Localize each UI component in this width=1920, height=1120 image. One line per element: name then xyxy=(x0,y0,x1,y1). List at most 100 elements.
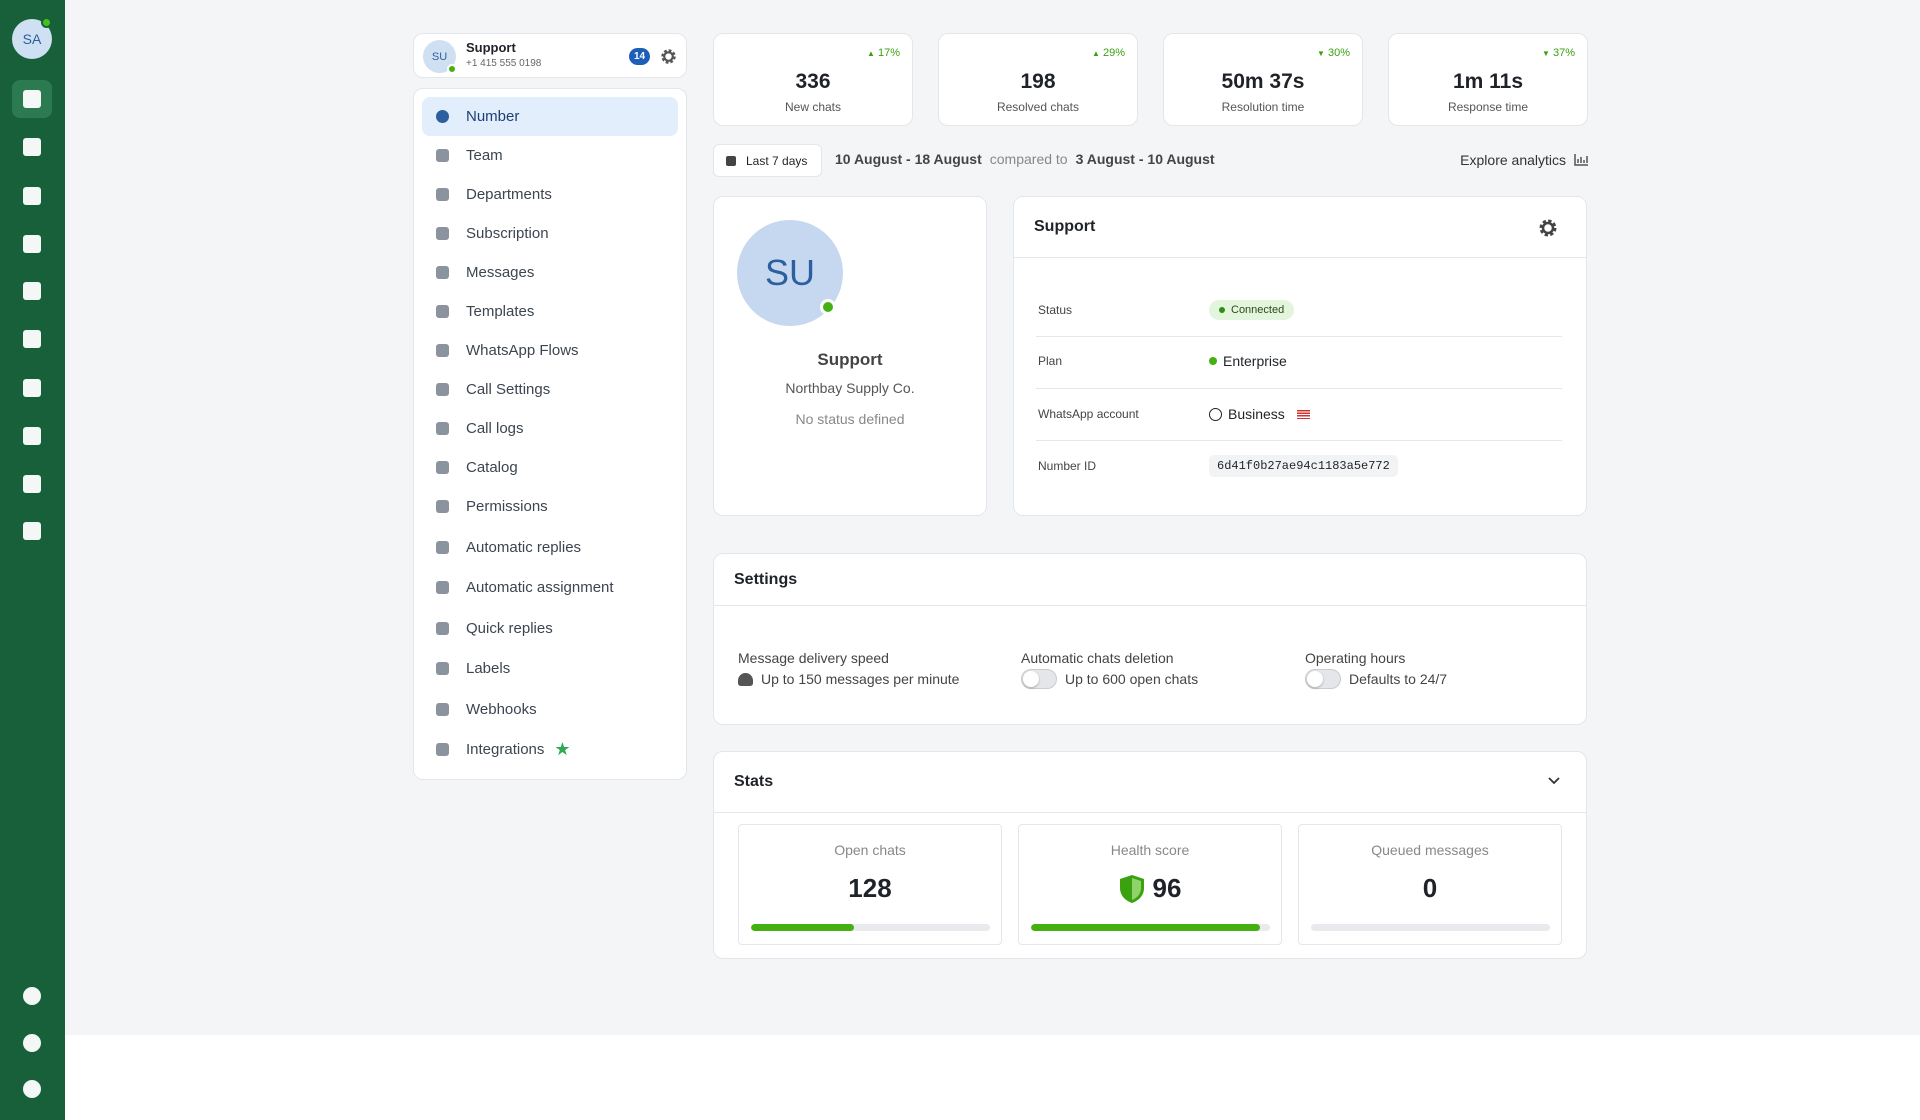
online-dot xyxy=(41,17,52,28)
settings-card: Settings Message delivery speed Up to 150… xyxy=(713,553,1587,725)
menu-label: Automatic assignment xyxy=(466,579,614,596)
setting-value: Up to 600 open chats xyxy=(1021,668,1198,690)
range-current: 10 August - 18 August xyxy=(835,151,982,167)
progress-fill xyxy=(1031,924,1261,931)
menu-icon xyxy=(436,227,449,240)
menu-label: Quick replies xyxy=(466,619,553,637)
stat-label: Health score xyxy=(1110,842,1190,858)
menu-label: WhatsApp Flows xyxy=(466,342,579,359)
menu-label: Team xyxy=(466,147,503,164)
nav-icon[interactable] xyxy=(23,379,41,397)
menu-icon xyxy=(436,383,449,396)
details-card: Support Status Connected Plan Enterprise Wha… xyxy=(1013,196,1587,516)
menu-item[interactable]: Subscription xyxy=(422,214,678,253)
nav-icon[interactable] xyxy=(23,1034,41,1052)
menu-item[interactable]: Team xyxy=(422,136,678,175)
menu-label: Templates xyxy=(466,303,535,320)
range-text: 10 August - 18 August compared to 3 Augu… xyxy=(835,151,1215,167)
menu-item[interactable]: Quick replies xyxy=(422,609,678,648)
detail-label: Status xyxy=(1038,303,1073,317)
nav-icon[interactable] xyxy=(23,235,41,253)
menu-item[interactable]: Departments xyxy=(422,175,678,214)
metric-card: ▼ 37% 1m 11s Response time xyxy=(1388,33,1588,126)
toggle[interactable] xyxy=(1305,669,1341,689)
menu-label: Messages xyxy=(466,264,535,281)
menu-icon xyxy=(436,110,449,123)
menu-item[interactable]: Labels xyxy=(422,649,678,688)
stat-value: 96 xyxy=(1019,873,1281,904)
stats-header[interactable]: Stats xyxy=(714,752,1586,813)
progress-track xyxy=(1311,924,1550,931)
trend-arrow: ▼ xyxy=(1542,49,1550,58)
menu-icon xyxy=(436,702,449,716)
toggle[interactable] xyxy=(1021,669,1057,689)
menu-item[interactable]: Call logs xyxy=(422,409,678,448)
menu-item[interactable]: Templates xyxy=(422,292,678,331)
metric-change: ▼ 37% xyxy=(1542,47,1575,59)
nav-icon[interactable] xyxy=(23,475,41,493)
menu-item[interactable]: WhatsApp Flows xyxy=(422,331,678,370)
profile-company: Northbay Supply Co. xyxy=(785,380,915,396)
online-dot xyxy=(447,64,457,74)
profile-name: Support xyxy=(817,350,883,369)
account-header[interactable]: SU Support +1 415 555 0198 14 xyxy=(413,33,687,78)
menu-label: Labels xyxy=(466,660,511,677)
setting-label: Automatic chats deletion xyxy=(1021,650,1174,666)
metric-label: Resolution time xyxy=(1221,100,1305,114)
status-text: Connected xyxy=(1231,304,1285,316)
chevron[interactable] xyxy=(1548,777,1560,785)
stats-title: Stats xyxy=(734,773,774,790)
nav-icon[interactable] xyxy=(23,987,41,1005)
nav-icon[interactable] xyxy=(23,90,41,108)
menu-item[interactable]: Integrations ★ xyxy=(422,730,678,769)
progress-fill xyxy=(751,924,854,931)
details-title: Support xyxy=(1034,218,1096,235)
row-separator xyxy=(1036,440,1562,441)
metric-change-text: 30% xyxy=(1327,47,1350,59)
menu-label: Departments xyxy=(466,186,552,203)
setting-value: Up to 150 messages per minute xyxy=(738,668,959,690)
flag-icon xyxy=(1296,409,1310,419)
stat-label: Queued messages xyxy=(1371,842,1489,858)
calendar-icon xyxy=(726,155,736,166)
menu-item[interactable]: Automatic replies xyxy=(422,528,678,567)
nav-icon[interactable] xyxy=(23,138,41,156)
nav-icon[interactable] xyxy=(23,282,41,300)
setting-value: Defaults to 24/7 xyxy=(1305,668,1447,690)
speed-icon xyxy=(738,672,753,686)
explore-analytics[interactable]: Explore analytics xyxy=(1460,152,1588,168)
menu-item[interactable]: Number xyxy=(422,97,678,136)
range-button[interactable]: Last 7 days xyxy=(713,144,822,177)
nav-icon[interactable] xyxy=(23,187,41,205)
nav-icon[interactable] xyxy=(23,427,41,445)
trend-arrow: ▲ xyxy=(1092,49,1100,58)
menu-item[interactable]: Call Settings xyxy=(422,370,678,409)
account-phone: +1 415 555 0198 xyxy=(466,58,542,69)
nav-icon[interactable] xyxy=(23,1080,41,1098)
profile-status: No status defined xyxy=(795,411,905,427)
menu-icon xyxy=(436,743,449,756)
metric-label: Response time xyxy=(1447,100,1529,114)
metric-change-text: 37% xyxy=(1552,47,1575,59)
menu-item[interactable]: Catalog xyxy=(422,448,678,487)
menu-item[interactable]: Automatic assignment xyxy=(422,568,678,607)
range-button-text: Last 7 days xyxy=(746,153,808,168)
settings-icon[interactable] xyxy=(1538,218,1558,238)
menu-icon xyxy=(436,266,449,279)
menu-item[interactable]: Permissions xyxy=(422,487,678,526)
settings-icon[interactable] xyxy=(660,48,677,65)
menu-item[interactable]: Webhooks xyxy=(422,690,678,729)
nav-icon[interactable] xyxy=(23,330,41,348)
setting-label: Operating hours xyxy=(1305,650,1406,666)
trend-arrow: ▲ xyxy=(867,49,875,58)
stat-box: Open chats 128 xyxy=(738,824,1002,945)
nav-icon[interactable] xyxy=(23,522,41,540)
metric-change-text: 29% xyxy=(1102,47,1125,59)
settings-header: Settings xyxy=(714,554,1586,606)
sidebar: SA xyxy=(0,0,65,1120)
menu-item[interactable]: Messages xyxy=(422,253,678,292)
status-pill: Connected xyxy=(1209,300,1295,320)
progress-track xyxy=(1031,924,1270,931)
metric-change-text: 17% xyxy=(877,47,900,59)
shield-icon xyxy=(1119,874,1144,903)
